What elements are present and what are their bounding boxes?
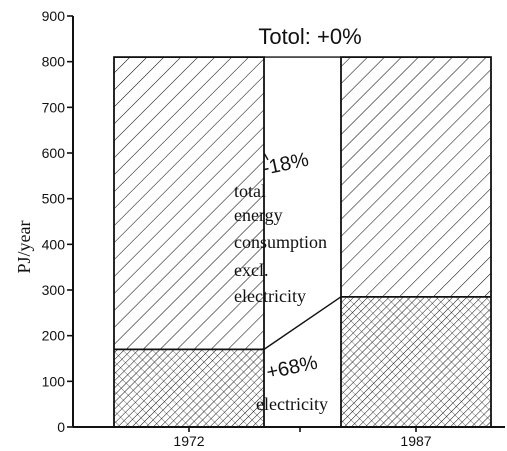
bar-segment-electricity-texture (114, 349, 264, 427)
y-tick-label: 200 (42, 328, 66, 344)
change-pointer-line (263, 152, 269, 161)
x-category-label: 1987 (400, 433, 431, 449)
chart-title: Totol: +0% (258, 24, 361, 49)
y-ticks: 0 100 200 300 400 500 600 700 800 900 (42, 8, 73, 435)
x-category-label: 1972 (173, 433, 204, 449)
non-electric-label-line-3: consumption (234, 232, 327, 252)
electricity-change-label: +68% (264, 352, 319, 384)
bar-segment-non-electric (114, 57, 264, 350)
y-tick-label: 100 (42, 373, 66, 389)
y-tick-label: 0 (57, 419, 65, 435)
y-tick-label: 700 (42, 99, 66, 115)
bars-layer (113, 56, 492, 428)
y-tick-label: 900 (42, 8, 66, 24)
bar-segment-non-electric (341, 57, 491, 297)
non-electric-label-line-4: excl. (234, 260, 268, 280)
non-electric-change-label: -18% (260, 149, 310, 180)
y-tick-label: 400 (42, 236, 66, 252)
connectors-layer (263, 56, 342, 350)
electricity-label: electricity (256, 394, 328, 414)
bar-segment-electricity-texture (341, 296, 491, 427)
y-tick-label: 300 (42, 282, 66, 298)
non-electric-label-line-1: total (234, 181, 266, 201)
y-tick-label: 500 (42, 191, 66, 207)
x-category-labels: 1972 1987 (173, 427, 432, 449)
y-tick-label: 800 (42, 54, 66, 70)
non-electric-label-line-2: energy (234, 205, 283, 225)
non-electric-label-line-5: electricity (234, 286, 306, 306)
y-tick-label: 600 (42, 145, 66, 161)
y-axis-label: PJ/year (14, 221, 34, 274)
electricity-connector-line (263, 296, 342, 350)
